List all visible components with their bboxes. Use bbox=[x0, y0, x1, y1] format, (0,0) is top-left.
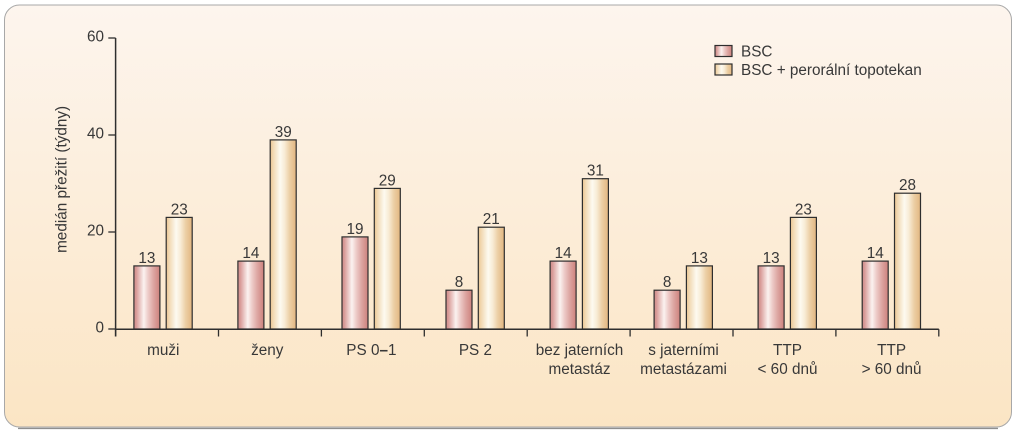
svg-text:23: 23 bbox=[171, 201, 188, 218]
svg-text:TTP: TTP bbox=[877, 342, 906, 359]
svg-text:PS 0–1: PS 0–1 bbox=[346, 342, 396, 359]
svg-text:muži: muži bbox=[147, 342, 179, 359]
svg-text:39: 39 bbox=[275, 124, 292, 141]
svg-text:medián přežití (týdny): medián přežití (týdny) bbox=[54, 106, 71, 253]
svg-text:13: 13 bbox=[763, 250, 780, 267]
svg-text:31: 31 bbox=[587, 163, 604, 180]
svg-text:8: 8 bbox=[663, 274, 672, 291]
svg-text:PS 2: PS 2 bbox=[459, 342, 492, 359]
svg-text:8: 8 bbox=[455, 274, 464, 291]
svg-text:bez jaterních: bez jaterních bbox=[536, 342, 624, 359]
svg-text:14: 14 bbox=[555, 245, 573, 262]
svg-text:0: 0 bbox=[95, 320, 104, 337]
svg-text:23: 23 bbox=[795, 201, 812, 218]
svg-text:21: 21 bbox=[483, 211, 500, 228]
svg-text:28: 28 bbox=[899, 177, 916, 194]
svg-text:13: 13 bbox=[138, 250, 155, 267]
svg-text:13: 13 bbox=[691, 250, 708, 267]
svg-text:14: 14 bbox=[867, 245, 885, 262]
svg-text:ženy: ženy bbox=[251, 342, 284, 359]
svg-text:20: 20 bbox=[87, 223, 104, 240]
svg-text:metastáz: metastáz bbox=[548, 361, 610, 378]
svg-text:19: 19 bbox=[346, 221, 363, 238]
svg-text:BSC + perorální topotekan: BSC + perorální topotekan bbox=[741, 62, 922, 79]
svg-text:14: 14 bbox=[242, 245, 260, 262]
svg-text:40: 40 bbox=[87, 126, 104, 143]
svg-text:60: 60 bbox=[87, 29, 104, 46]
svg-text:> 60 dnů: > 60 dnů bbox=[862, 361, 922, 378]
svg-text:BSC: BSC bbox=[741, 44, 772, 61]
svg-text:s jaterními: s jaterními bbox=[648, 342, 719, 359]
svg-text:metastázami: metastázami bbox=[640, 361, 727, 378]
svg-text:< 60 dnů: < 60 dnů bbox=[758, 361, 818, 378]
svg-text:TTP: TTP bbox=[773, 342, 802, 359]
svg-text:29: 29 bbox=[379, 172, 396, 189]
